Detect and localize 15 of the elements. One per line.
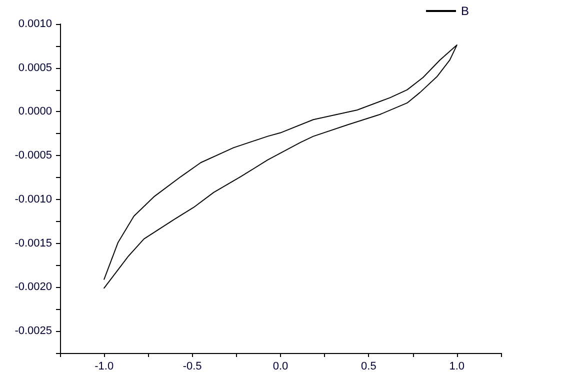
y-tick-label: -0.0025 <box>14 325 52 338</box>
x-tick-label: 0.5 <box>361 360 376 372</box>
y-tick-label: -0.0010 <box>14 193 52 206</box>
y-tick-label: 0.0010 <box>18 18 52 30</box>
y-tick-label: -0.0015 <box>14 237 52 250</box>
x-tick-label: 1.0 <box>449 360 465 372</box>
y-tick-label: 0.0000 <box>18 106 52 118</box>
x-tick-label: 0.0 <box>272 360 288 372</box>
y-tick-label: 0.0005 <box>18 62 52 74</box>
y-tick-label: -0.0005 <box>14 150 52 162</box>
y-tick-label: -0.0020 <box>14 281 52 294</box>
x-tick-label: -1.0 <box>94 360 114 372</box>
line-series <box>104 44 458 289</box>
x-tick-label: -0.5 <box>182 360 202 372</box>
legend-label: B <box>460 4 470 18</box>
